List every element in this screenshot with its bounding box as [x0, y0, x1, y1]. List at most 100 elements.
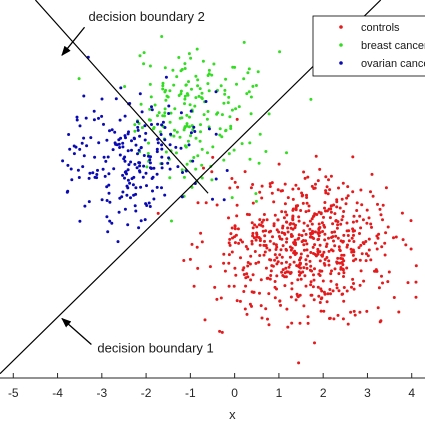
x-tick-label: -4	[52, 386, 63, 400]
data-point	[369, 258, 373, 262]
data-point	[118, 118, 122, 122]
data-point	[220, 113, 224, 117]
data-point	[332, 203, 336, 207]
data-point	[148, 107, 152, 111]
data-point	[317, 294, 321, 298]
data-point	[193, 104, 197, 108]
data-point	[105, 215, 109, 219]
data-point	[377, 286, 381, 290]
data-point	[291, 217, 295, 221]
data-point	[168, 167, 172, 171]
data-point	[345, 196, 349, 200]
data-point	[126, 149, 130, 153]
data-point	[72, 152, 76, 156]
data-point	[160, 35, 164, 38]
data-point	[161, 84, 165, 88]
data-point	[312, 278, 316, 282]
data-point	[342, 299, 346, 303]
data-point	[309, 283, 313, 287]
data-point	[200, 240, 204, 244]
data-point	[283, 182, 287, 186]
data-point	[345, 221, 349, 225]
data-point	[70, 178, 74, 182]
x-tick-label: -5	[8, 386, 19, 400]
data-point	[353, 313, 357, 317]
data-point	[206, 82, 210, 86]
data-point	[258, 243, 262, 247]
legend-entry: ovarian cancer	[361, 58, 425, 70]
data-point	[178, 135, 182, 139]
data-point	[326, 192, 330, 196]
data-point	[210, 170, 214, 174]
data-point	[225, 169, 229, 172]
data-point	[123, 85, 127, 88]
data-point	[286, 270, 290, 274]
data-point	[336, 256, 340, 260]
data-point	[123, 176, 126, 180]
data-point	[223, 92, 227, 96]
data-point	[235, 117, 239, 121]
data-point	[334, 219, 338, 223]
data-point	[365, 309, 369, 313]
data-point	[206, 110, 210, 113]
data-point	[263, 239, 266, 243]
data-point	[126, 132, 130, 136]
data-point	[76, 168, 80, 172]
data-point	[269, 269, 273, 273]
data-point	[229, 127, 233, 130]
data-point	[300, 234, 304, 237]
data-point	[145, 204, 149, 207]
data-point	[222, 252, 226, 256]
data-point	[383, 241, 387, 245]
data-point	[329, 174, 333, 178]
legend-entry: controls	[361, 22, 400, 34]
data-point	[228, 237, 232, 241]
data-point	[192, 125, 196, 129]
legend-marker	[339, 25, 343, 29]
data-point	[289, 271, 293, 274]
data-point	[102, 155, 106, 159]
data-point	[134, 209, 138, 213]
data-point	[67, 133, 71, 136]
data-point	[244, 284, 248, 288]
data-point	[283, 271, 287, 275]
annotation-label: decision boundary 1	[97, 341, 213, 356]
data-point	[137, 226, 141, 230]
data-point	[194, 136, 198, 140]
x-tick-label: 2	[320, 386, 327, 400]
data-point	[326, 292, 330, 296]
data-point	[156, 137, 160, 141]
data-point	[188, 257, 192, 261]
data-point	[167, 104, 171, 108]
data-point	[165, 94, 169, 98]
data-point	[302, 170, 306, 174]
data-point	[240, 142, 244, 146]
data-point	[281, 226, 285, 230]
data-point	[118, 196, 122, 200]
data-point	[200, 163, 204, 167]
data-point	[365, 221, 369, 225]
data-point	[77, 176, 81, 179]
data-point	[258, 132, 262, 136]
data-point	[351, 227, 355, 231]
data-point	[239, 238, 243, 242]
data-point	[329, 210, 333, 214]
data-point	[359, 226, 363, 230]
data-point	[168, 89, 172, 93]
data-point	[295, 264, 299, 268]
data-point	[301, 201, 305, 205]
data-point	[121, 173, 125, 177]
data-point	[173, 128, 176, 132]
data-point	[77, 77, 81, 81]
data-point	[211, 155, 215, 159]
data-point	[345, 245, 349, 249]
data-point	[93, 175, 97, 179]
data-point	[242, 273, 246, 276]
data-point	[262, 213, 266, 216]
data-point	[268, 239, 272, 243]
data-point	[318, 250, 322, 254]
data-point	[194, 74, 198, 78]
data-point	[349, 310, 353, 314]
data-point	[255, 233, 259, 236]
data-point	[228, 115, 232, 119]
